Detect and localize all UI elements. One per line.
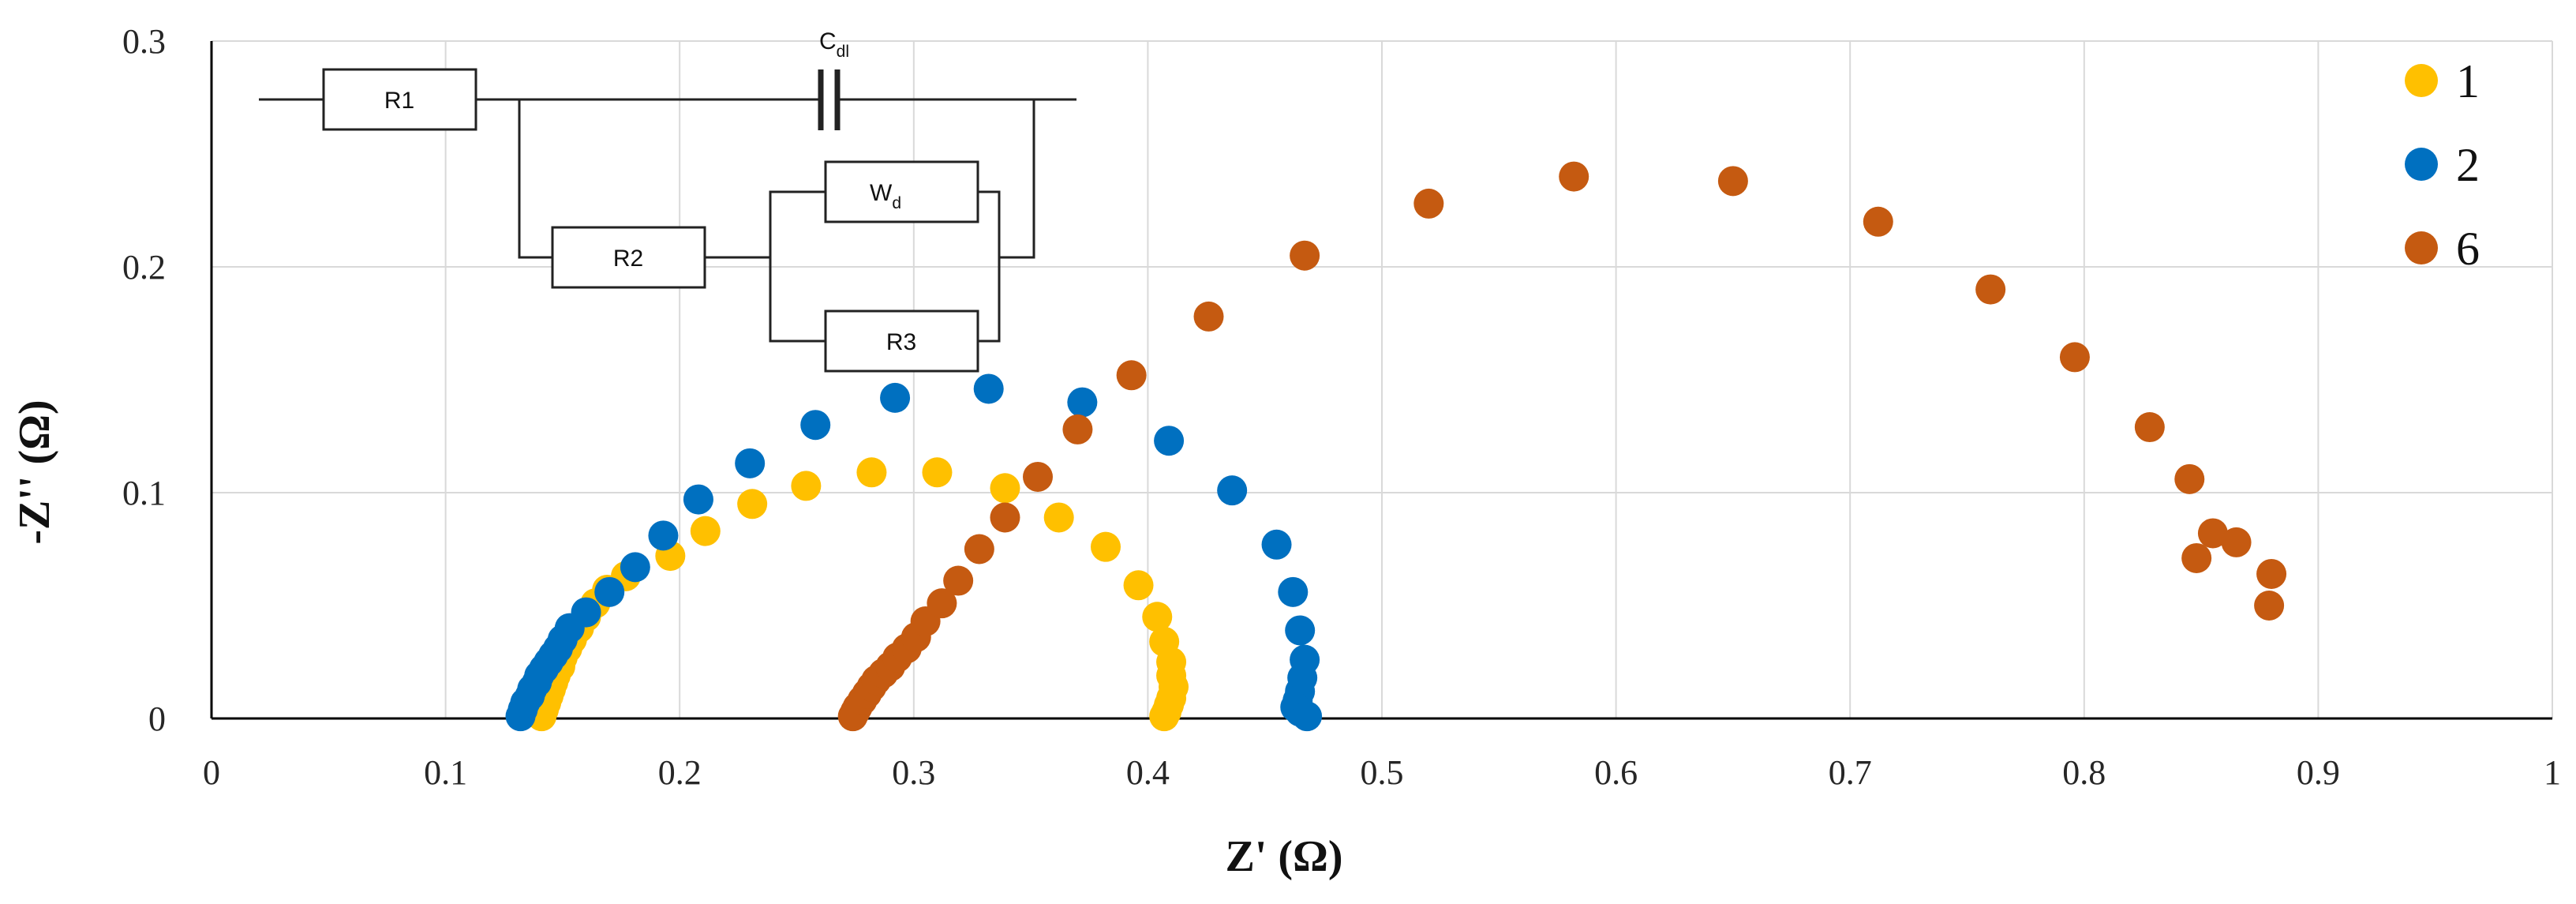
data-point [1559,161,1589,192]
y-tick-label: 0 [148,700,166,738]
x-tick-label: 0.3 [892,753,935,792]
data-point [1022,461,1053,492]
x-tick-label: 0.6 [1594,753,1638,792]
y-axis-title: -Z'' (Ω) [10,399,59,544]
data-point [648,520,679,551]
data-point [943,565,974,596]
data-point [1043,502,1074,533]
data-point [1863,206,1893,237]
data-point [880,382,911,413]
data-point [2134,412,2165,443]
resistor-r1 [322,68,477,131]
y-tick-label: 0.3 [122,22,166,61]
circuit-wire [518,99,552,259]
resistor-r1-label: R1 [384,88,414,114]
x-tick-label: 0.8 [2062,753,2106,792]
data-point [1413,188,1444,219]
data-point [927,588,957,619]
data-point [1116,360,1147,391]
data-point [1193,301,1224,332]
data-point [2256,558,2287,589]
data-point [2221,527,2252,557]
resistor-r2 [551,226,706,289]
data-point [1261,529,1292,560]
capacitor-cdl-label: Cdl [819,28,849,61]
data-point [2174,463,2205,494]
x-tick-label: 0 [203,753,220,792]
data-point [735,448,766,478]
y-tick-label: 0.2 [122,248,166,287]
data-point [791,471,822,501]
circuit-wire [999,99,1035,259]
data-point [1285,615,1316,646]
x-tick-label: 0.1 [424,753,467,792]
data-point [1091,531,1121,562]
warburg-label: Wd [870,180,901,212]
legend-marker-6 [2405,231,2438,264]
data-points [505,161,2287,732]
x-tick-label: 0.4 [1126,753,1170,792]
data-point [922,457,953,488]
data-point [2181,542,2212,573]
data-point [1062,414,1093,444]
data-point [690,516,721,546]
resistor-r3 [824,309,979,373]
data-point [594,576,625,607]
legend-marker-1 [2405,64,2438,97]
data-point [2197,518,2228,549]
data-point [1149,701,1180,732]
circuit-wire [769,190,826,343]
data-point [1975,274,2006,305]
data-point [1290,240,1320,271]
data-point [856,457,887,488]
tick-labels: 0 0.1 0.2 0.3 0.4 0.5 0.6 0.7 0.8 0.9 1 0 0.1 0.2 0.3 [122,22,2561,792]
x-tick-label: 0.9 [2297,753,2340,792]
legend: 1 2 6 [2405,55,2480,275]
series-2 [505,373,1323,732]
resistor-r2-label: R2 [613,246,643,272]
resistor-r3-label: R3 [886,329,916,355]
data-point [1217,475,1248,506]
x-tick-label: 1 [2544,753,2561,792]
data-point [620,552,650,583]
data-point [1292,701,1323,732]
data-point [1142,602,1173,632]
data-point [1154,426,1185,456]
data-point [990,502,1020,533]
data-point [737,489,768,520]
x-tick-label: 0.5 [1361,753,1404,792]
data-point [990,473,1020,504]
data-point [973,373,1004,404]
circuit-wire [978,190,1001,343]
data-point [1278,576,1309,607]
legend-label-6: 6 [2456,223,2480,275]
data-point [2059,342,2090,373]
data-point [1717,166,1748,197]
x-axis-title: Z' (Ω) [1225,832,1342,881]
data-point [1123,570,1154,601]
data-point [1067,387,1098,418]
warburg-element [824,160,979,223]
equivalent-circuit-diagram: R1 Cdl R2 Wd R3 [259,28,1076,373]
x-tick-label: 0.2 [658,753,702,792]
legend-marker-2 [2405,148,2438,181]
x-tick-label: 0.7 [1829,753,1872,792]
legend-label-1: 1 [2456,55,2480,107]
series-6 [837,161,2287,732]
legend-label-2: 2 [2456,139,2480,191]
data-point [571,597,601,628]
axes [210,41,2552,720]
data-point [683,484,713,515]
data-point [964,534,994,565]
y-tick-label: 0.1 [122,474,166,512]
data-point [800,410,831,441]
data-point [2254,591,2285,621]
